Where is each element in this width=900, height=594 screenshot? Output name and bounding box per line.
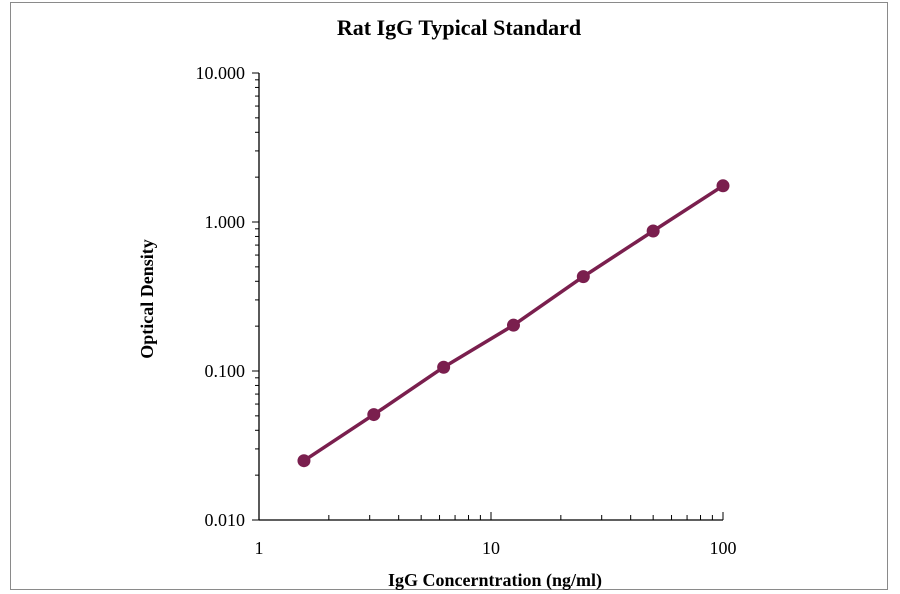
chart: Rat IgG Typical Standard IgG Concerntrat… <box>137 15 737 591</box>
y-axis-title: Optical Density <box>137 239 157 359</box>
axes: 0.010 0.100 1.000 10.000 1 10 100 <box>196 63 737 558</box>
chart-title: Rat IgG Typical Standard <box>337 15 581 40</box>
x-axis-title: IgG Concerntration (ng/ml) <box>388 570 602 591</box>
chart-frame: Rat IgG Typical Standard IgG Concerntrat… <box>10 2 888 591</box>
data-point <box>716 179 730 193</box>
y-tick-label: 0.100 <box>205 361 246 381</box>
data-point <box>367 408 381 422</box>
x-tick-label: 100 <box>710 538 737 558</box>
data-point <box>437 360 451 374</box>
y-tick-label: 10.000 <box>196 63 246 83</box>
y-tick-label: 1.000 <box>205 212 246 232</box>
data-point <box>646 224 660 238</box>
data-point <box>576 270 590 284</box>
series-layer <box>297 179 730 468</box>
y-tick-label: 0.010 <box>205 510 246 530</box>
x-tick-label: 1 <box>255 538 264 558</box>
data-point <box>297 454 311 468</box>
x-tick-label: 10 <box>482 538 500 558</box>
data-point <box>506 318 520 332</box>
